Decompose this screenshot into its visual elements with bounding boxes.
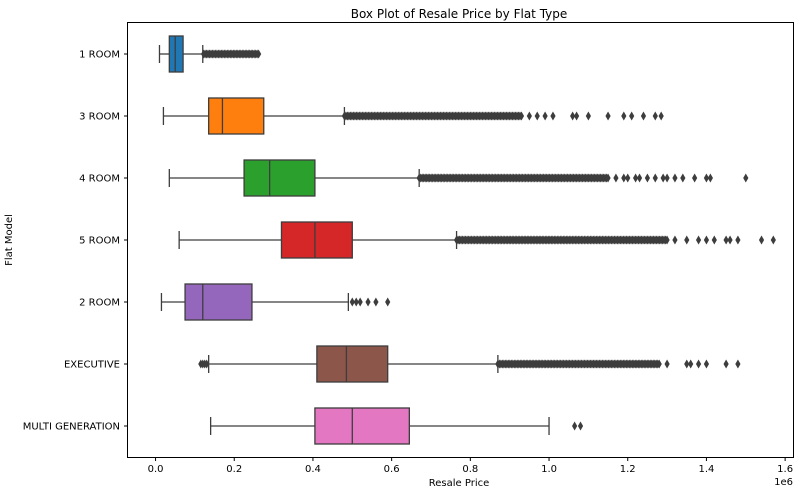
y-tick-label: 1 ROOM (79, 50, 120, 61)
iqr-box (243, 159, 316, 197)
outlier-point (550, 111, 556, 121)
outlier-point (353, 297, 359, 307)
outlier-point (349, 297, 355, 307)
x-axis: 0.0 0.2 0.4 0.6 0.8 1.0 1.2 1.4 1.6 (148, 457, 793, 475)
iqr-box (208, 97, 265, 135)
y-tick-label: EXECUTIVE (64, 360, 120, 371)
outlier-point (572, 421, 578, 431)
outlier-point (644, 173, 651, 183)
outlier-point (652, 111, 658, 121)
plot-area (158, 35, 776, 445)
outlier-point (680, 173, 686, 183)
outlier-point (723, 235, 729, 245)
outlier-point (640, 111, 647, 121)
iqr-box (168, 35, 184, 73)
outlier-point (695, 359, 702, 369)
outlier-point (684, 359, 690, 369)
outlier-point (365, 297, 371, 307)
iqr-box (314, 407, 410, 445)
outlier-point (633, 173, 639, 183)
outlier-point (664, 235, 670, 245)
outlier-point (688, 359, 694, 369)
box-2-room (160, 283, 391, 321)
outlier-point (656, 359, 662, 369)
box-3-room (162, 97, 664, 135)
outlier-point (672, 173, 678, 183)
x-tick-label: 1.2 (620, 464, 636, 475)
y-tick-label: 4 ROOM (79, 174, 120, 185)
outlier-point (660, 173, 666, 183)
outlier-point (256, 49, 262, 59)
box-5-room (178, 221, 776, 259)
y-tick-label: 2 ROOM (79, 298, 120, 309)
x-tick-label: 0.0 (148, 464, 164, 475)
outlier-point (692, 173, 698, 183)
outlier-point (621, 111, 627, 121)
outlier-point (570, 111, 576, 121)
iqr-box (316, 345, 389, 383)
box-executive (198, 345, 741, 383)
outlier-point (621, 173, 627, 183)
outlier-point (613, 173, 619, 183)
outlier-point (758, 235, 765, 245)
outlier-point (542, 111, 548, 121)
outlier-point (373, 297, 379, 307)
outlier-point (664, 173, 670, 183)
outlier-point (573, 111, 580, 121)
outlier-point (703, 359, 710, 369)
outlier-point (534, 111, 540, 121)
outlier-point (743, 173, 749, 183)
y-tick-label: 5 ROOM (79, 236, 120, 247)
box-4-room (168, 159, 749, 197)
outlier-point (625, 173, 631, 183)
outlier-point (711, 235, 717, 245)
outlier-point (518, 111, 525, 121)
outlier-point (385, 297, 391, 307)
outlier-point (577, 421, 584, 431)
outlier-point (357, 297, 363, 307)
y-tick-label: MULTI GENERATION (23, 422, 120, 433)
outlier-point (703, 173, 710, 183)
x-scale-label: 1e6 (774, 477, 793, 488)
outlier-point (770, 235, 776, 245)
y-axis: 1 ROOM 3 ROOM 4 ROOM 5 ROOM 2 ROOM EXECUTIVE M… (23, 50, 128, 433)
x-tick-label: 1.6 (777, 464, 793, 475)
outlier-point (664, 359, 670, 369)
chart-title: Box Plot of Resale Price by Flat Type (351, 7, 568, 21)
x-tick-label: 0.6 (384, 464, 400, 475)
outlier-point (727, 235, 733, 245)
outlier-point (585, 111, 591, 121)
x-axis-label: Resale Price (429, 478, 490, 489)
x-tick-label: 0.8 (462, 464, 478, 475)
outlier-point (735, 235, 741, 245)
outlier-point (605, 111, 611, 121)
outlier-point (605, 173, 611, 183)
outlier-point (658, 111, 664, 121)
outlier-point (204, 359, 210, 369)
x-tick-label: 0.2 (226, 464, 242, 475)
outlier-point (672, 235, 678, 245)
outlier-point (684, 235, 690, 245)
x-tick-label: 1.0 (541, 464, 557, 475)
y-tick-label: 3 ROOM (79, 112, 120, 123)
outlier-point (652, 173, 658, 183)
outlier-point (629, 111, 635, 121)
x-tick-label: 1.4 (698, 464, 714, 475)
outlier-point (526, 111, 532, 121)
y-axis-label: Flat Model (4, 214, 15, 266)
iqr-box (280, 221, 353, 259)
outlier-point (707, 173, 713, 183)
iqr-box (184, 283, 253, 321)
outlier-point (723, 359, 729, 369)
outlier-point (735, 359, 741, 369)
x-tick-label: 0.4 (305, 464, 321, 475)
outlier-point (636, 173, 643, 183)
box-multi-generation (209, 407, 584, 445)
outlier-point (695, 235, 702, 245)
outlier-point (703, 235, 710, 245)
box-1-room (158, 35, 262, 73)
